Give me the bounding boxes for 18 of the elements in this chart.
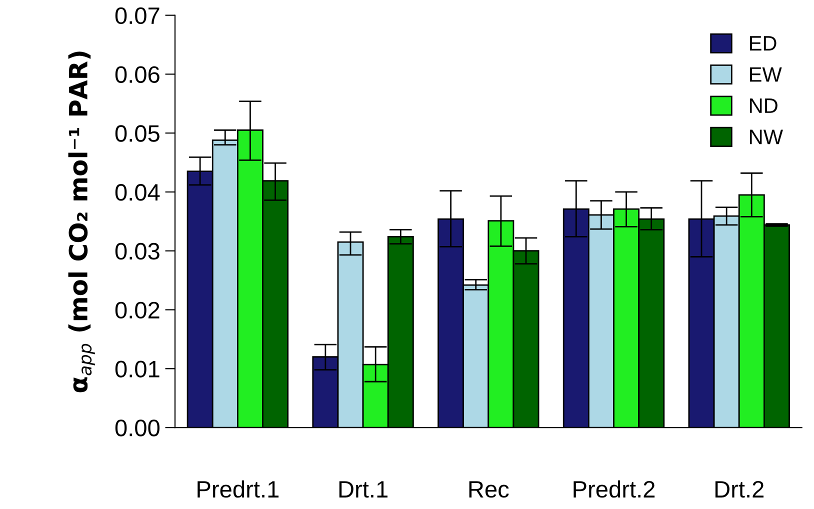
y-tick-label: 0.07 bbox=[115, 7, 160, 24]
x-tick-label: Drt.2 bbox=[715, 480, 764, 498]
x-tick-label: Drt.1 bbox=[339, 481, 388, 498]
y-tick-label: 0.01 bbox=[115, 360, 160, 378]
legend-label: ND bbox=[750, 98, 778, 113]
x-tick-label: Predrt.1 bbox=[198, 480, 279, 498]
legend-label: NW bbox=[750, 130, 783, 144]
x-tick-label: Predrt.2 bbox=[574, 480, 655, 498]
y-tick-label: 0.04 bbox=[115, 184, 160, 201]
x-tick-label: Rec bbox=[469, 481, 509, 498]
y-tick-label: 0.06 bbox=[115, 66, 160, 83]
legend-label: EW bbox=[750, 67, 782, 82]
y-tick-label: 0.05 bbox=[115, 125, 160, 142]
legend-label: ED bbox=[750, 36, 776, 50]
y-tick-label: 0.03 bbox=[115, 242, 160, 260]
y-tick-label: 0.00 bbox=[115, 420, 160, 436]
y-tick-label: 0.02 bbox=[115, 302, 160, 319]
y-axis-title: α$_{app}$ (mol CO₂ mol⁻¹ PAR) bbox=[68, 52, 96, 392]
